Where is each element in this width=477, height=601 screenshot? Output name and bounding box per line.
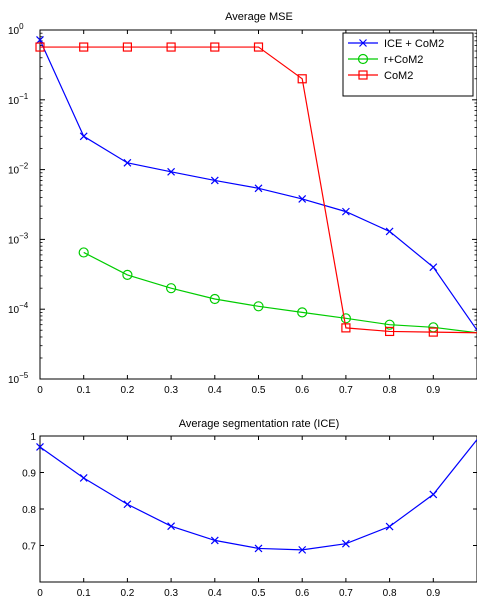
legend-marker-circle-icon xyxy=(357,53,369,65)
ice-com2-point xyxy=(429,263,438,272)
mse-x-ticks: 0 0.1 0.2 0.3 0.4 0.5 0.6 0.7 0.8 0.9 xyxy=(37,30,441,396)
x-tick-label: 0.5 xyxy=(252,385,266,396)
r-com2-point xyxy=(253,301,264,312)
x-tick-label: 0.7 xyxy=(339,385,353,396)
y-tick-label: 10−2 xyxy=(8,162,29,177)
r-com2-point xyxy=(384,319,395,330)
ice-com2-point xyxy=(254,184,263,193)
r-com2-point xyxy=(122,269,133,281)
legend-marker-square-icon xyxy=(358,70,368,80)
series-0-point xyxy=(341,539,350,548)
mse-chart: Average MSE 0 0.1 0.2 0.3 0.4 0.5 0.6 0.7 0.8 0.9… xyxy=(8,11,477,396)
x-tick-label: 0.4 xyxy=(208,588,222,599)
segmentation-x-ticks: 0 0.1 0.2 0.3 0.4 0.5 0.6 0.7 0.8 0.9 xyxy=(37,436,441,599)
mse-legend: ICE + CoM2 r+CoM2 CoM2 xyxy=(342,32,474,97)
x-tick-label: 0.1 xyxy=(77,588,91,599)
series-0-point xyxy=(254,544,263,553)
legend-label-r-com2: r+CoM2 xyxy=(384,54,423,66)
y-tick-label: 10−3 xyxy=(8,231,29,246)
x-tick-label: 0 xyxy=(37,588,43,599)
com2-point xyxy=(122,42,133,52)
x-tick-label: 0.8 xyxy=(383,588,397,599)
series-0-point xyxy=(79,474,88,482)
y-tick-label: 100 xyxy=(8,22,24,37)
r-com2-point xyxy=(78,247,89,258)
ice-com2-point xyxy=(341,207,350,216)
ice-com2-point xyxy=(298,195,307,203)
y-tick-label: 0.7 xyxy=(22,542,36,553)
x-tick-label: 0 xyxy=(37,385,43,396)
series-0-point xyxy=(36,443,44,451)
x-tick-label: 0.6 xyxy=(295,588,309,599)
segmentation-chart-title: Average segmentation rate (ICE) xyxy=(179,418,340,430)
r-com2-point xyxy=(166,283,177,294)
legend-marker-x-icon xyxy=(359,39,367,47)
com2-point xyxy=(79,42,89,52)
segmentation-y-ticks: 1 0.9 0.8 0.7 xyxy=(22,432,477,553)
legend-entry-r-com2: r+CoM2 xyxy=(348,53,423,66)
ice-com2-point xyxy=(167,167,176,176)
com2-point xyxy=(297,74,307,84)
segmentation-series xyxy=(36,439,477,554)
r-com2-point xyxy=(340,313,351,324)
x-tick-label: 0.2 xyxy=(120,588,134,599)
com2-point xyxy=(210,42,220,52)
x-tick-label: 0.5 xyxy=(252,588,266,599)
ice-com2-point xyxy=(210,176,219,185)
x-tick-label: 0.6 xyxy=(295,385,309,396)
mse-chart-title: Average MSE xyxy=(225,11,293,23)
series-0-point xyxy=(123,500,132,509)
y-tick-label: 10−4 xyxy=(8,301,29,316)
legend-label-com2: CoM2 xyxy=(384,70,413,82)
ice-com2-point xyxy=(123,158,132,167)
y-tick-label: 10−5 xyxy=(8,371,29,386)
ice-com2-point xyxy=(385,227,394,236)
segmentation-chart: Average segmentation rate (ICE) 0 0.1 0.2 0… xyxy=(22,418,477,599)
mse-series xyxy=(35,36,477,337)
y-tick-label: 0.8 xyxy=(22,505,36,516)
series-0-point xyxy=(167,522,176,531)
y-tick-label: 10−1 xyxy=(8,92,29,107)
x-tick-label: 0.3 xyxy=(164,385,178,396)
com2-point xyxy=(428,327,438,337)
y-tick-label: 1 xyxy=(30,432,36,443)
x-tick-label: 0.1 xyxy=(77,385,91,396)
series-0-point xyxy=(210,536,219,545)
x-tick-label: 0.7 xyxy=(339,588,353,599)
r-com2-point xyxy=(297,307,308,318)
com2-point xyxy=(253,42,264,52)
legend-label-ice-com2: ICE + CoM2 xyxy=(384,38,444,50)
x-tick-label: 0.9 xyxy=(426,385,440,396)
com2-point xyxy=(341,323,351,333)
com2-line xyxy=(40,46,477,334)
series-0-point xyxy=(298,545,307,554)
series-0-point xyxy=(385,522,394,531)
legend-box xyxy=(342,32,474,97)
ice-com2-point xyxy=(79,132,88,141)
y-tick-label: 0.9 xyxy=(22,469,36,480)
com2-point xyxy=(166,42,176,52)
mse-y-ticks: 100 10−1 10−2 10−3 10−4 10−5 xyxy=(8,22,477,386)
ice-com2-point xyxy=(36,36,44,44)
x-tick-label: 0.2 xyxy=(120,385,134,396)
r-com2-line xyxy=(83,251,477,334)
series-0-point xyxy=(429,490,438,499)
x-tick-label: 0.3 xyxy=(164,588,178,599)
x-tick-label: 0.8 xyxy=(383,385,397,396)
x-tick-label: 0.9 xyxy=(426,588,440,599)
x-tick-label: 0.4 xyxy=(208,385,222,396)
legend-entry-ice-com2: ICE + CoM2 xyxy=(348,38,444,50)
segmentation-plot-area xyxy=(39,435,477,583)
legend-entry-com2: CoM2 xyxy=(348,70,413,82)
r-com2-point xyxy=(209,293,220,305)
com2-point xyxy=(385,326,395,337)
com2-point xyxy=(35,42,45,52)
